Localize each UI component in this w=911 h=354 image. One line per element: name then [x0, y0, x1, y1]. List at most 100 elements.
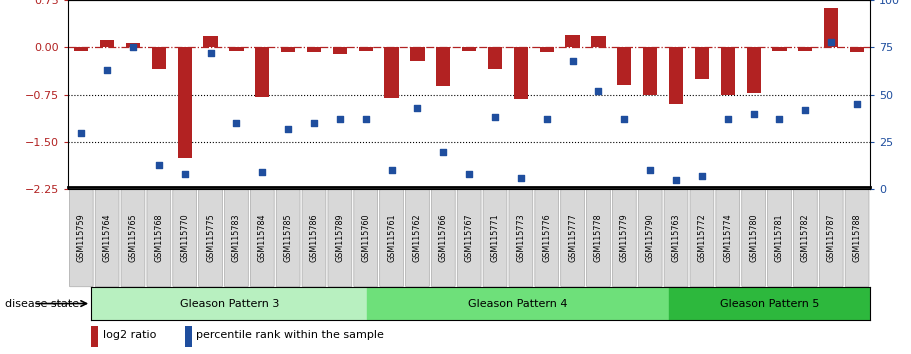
- Text: GSM115761: GSM115761: [387, 214, 396, 262]
- Point: [746, 111, 761, 116]
- Bar: [333, 47, 347, 54]
- FancyBboxPatch shape: [793, 189, 817, 287]
- Bar: [850, 47, 865, 52]
- Text: GSM115759: GSM115759: [77, 214, 86, 262]
- Text: Gleason Pattern 3: Gleason Pattern 3: [179, 298, 279, 309]
- Bar: [514, 47, 528, 99]
- Text: GSM115763: GSM115763: [671, 214, 681, 262]
- Text: GSM115771: GSM115771: [490, 214, 499, 262]
- Text: GSM115784: GSM115784: [258, 214, 267, 262]
- Bar: [203, 36, 218, 47]
- Point: [721, 116, 735, 122]
- Point: [566, 58, 580, 63]
- FancyBboxPatch shape: [302, 189, 326, 287]
- FancyBboxPatch shape: [69, 189, 93, 287]
- Text: GSM115760: GSM115760: [362, 214, 370, 262]
- Point: [410, 105, 425, 111]
- Bar: [410, 47, 425, 61]
- Bar: [669, 47, 683, 104]
- Text: percentile rank within the sample: percentile rank within the sample: [197, 330, 384, 341]
- Point: [436, 149, 451, 154]
- Bar: [230, 47, 243, 51]
- FancyBboxPatch shape: [742, 189, 765, 287]
- FancyBboxPatch shape: [457, 189, 481, 287]
- Point: [773, 116, 787, 122]
- Bar: [643, 47, 658, 95]
- Text: GSM115764: GSM115764: [103, 214, 112, 262]
- FancyBboxPatch shape: [353, 189, 378, 287]
- Point: [281, 126, 295, 132]
- Point: [514, 175, 528, 181]
- FancyBboxPatch shape: [432, 189, 456, 287]
- Bar: [566, 35, 579, 47]
- Point: [694, 173, 709, 179]
- Point: [178, 171, 192, 177]
- Text: GSM115770: GSM115770: [180, 214, 189, 262]
- Text: GSM115762: GSM115762: [413, 214, 422, 262]
- Point: [462, 171, 476, 177]
- Text: Gleason Pattern 4: Gleason Pattern 4: [468, 298, 568, 309]
- Text: GSM115777: GSM115777: [568, 214, 577, 262]
- Bar: [539, 47, 554, 52]
- Point: [307, 120, 322, 126]
- Text: GSM115776: GSM115776: [542, 214, 551, 262]
- FancyBboxPatch shape: [639, 189, 662, 287]
- Text: GSM115788: GSM115788: [853, 214, 862, 262]
- Text: GSM115768: GSM115768: [154, 214, 163, 262]
- Text: GSM115773: GSM115773: [517, 214, 526, 262]
- Point: [617, 116, 631, 122]
- Bar: [591, 36, 606, 47]
- FancyBboxPatch shape: [276, 189, 300, 287]
- Bar: [618, 47, 631, 85]
- Bar: [74, 47, 88, 51]
- Point: [824, 39, 838, 45]
- Text: disease state: disease state: [5, 298, 78, 309]
- Text: GSM115787: GSM115787: [826, 214, 835, 262]
- Text: GSM115783: GSM115783: [232, 214, 241, 262]
- Point: [333, 116, 347, 122]
- FancyBboxPatch shape: [768, 189, 792, 287]
- FancyBboxPatch shape: [96, 189, 119, 287]
- FancyBboxPatch shape: [328, 189, 352, 287]
- Text: GSM115789: GSM115789: [335, 214, 344, 262]
- Bar: [100, 40, 114, 47]
- Text: Gleason Pattern 5: Gleason Pattern 5: [720, 298, 819, 309]
- Bar: [773, 47, 786, 51]
- Bar: [436, 47, 450, 86]
- Point: [255, 170, 270, 175]
- Bar: [359, 47, 373, 51]
- Bar: [384, 47, 399, 98]
- Text: GSM115765: GSM115765: [128, 214, 138, 262]
- FancyBboxPatch shape: [664, 189, 688, 287]
- Bar: [462, 47, 476, 51]
- FancyBboxPatch shape: [405, 189, 429, 287]
- Point: [591, 88, 606, 94]
- Point: [100, 67, 115, 73]
- Point: [487, 115, 502, 120]
- Bar: [488, 47, 502, 69]
- Bar: [367, 287, 669, 320]
- Text: GSM115775: GSM115775: [206, 214, 215, 262]
- FancyBboxPatch shape: [251, 189, 274, 287]
- Point: [230, 120, 244, 126]
- Bar: [307, 47, 321, 52]
- FancyBboxPatch shape: [535, 189, 558, 287]
- Point: [384, 167, 399, 173]
- Text: GSM115786: GSM115786: [310, 214, 319, 262]
- Text: GSM115781: GSM115781: [775, 214, 784, 262]
- Text: GSM115778: GSM115778: [594, 214, 603, 262]
- FancyBboxPatch shape: [173, 189, 197, 287]
- Point: [539, 116, 554, 122]
- FancyBboxPatch shape: [380, 189, 404, 287]
- FancyBboxPatch shape: [121, 189, 145, 287]
- FancyBboxPatch shape: [819, 189, 843, 287]
- Text: log2 ratio: log2 ratio: [103, 330, 156, 341]
- FancyBboxPatch shape: [199, 189, 222, 287]
- FancyBboxPatch shape: [587, 189, 610, 287]
- Point: [358, 116, 373, 122]
- Bar: [126, 43, 140, 47]
- Point: [643, 167, 658, 173]
- FancyBboxPatch shape: [690, 189, 714, 287]
- Text: GSM115785: GSM115785: [283, 214, 292, 262]
- Point: [203, 50, 218, 56]
